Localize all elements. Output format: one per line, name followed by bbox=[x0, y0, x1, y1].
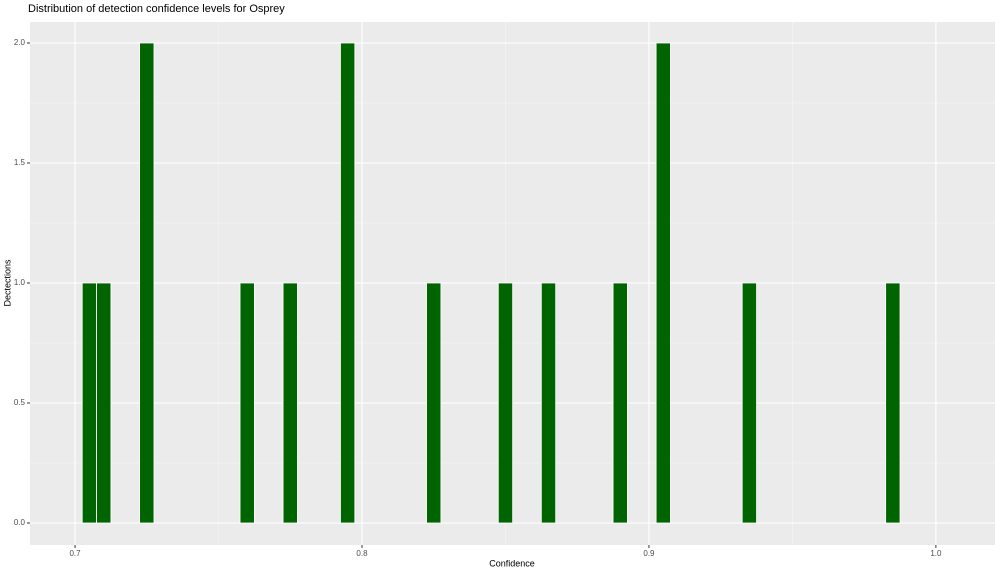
bar bbox=[96, 282, 112, 524]
x-axis-label: Confidence bbox=[489, 558, 535, 568]
x-tick-label: 0.9 bbox=[643, 549, 655, 558]
bar bbox=[139, 42, 155, 524]
bar bbox=[612, 282, 628, 524]
bar bbox=[655, 42, 671, 524]
x-tick-label: 0.7 bbox=[69, 549, 81, 558]
bar bbox=[426, 282, 442, 524]
y-tick-label: 0.5 bbox=[14, 398, 26, 407]
bar bbox=[239, 282, 255, 524]
x-tick-label: 0.8 bbox=[356, 549, 368, 558]
x-tick-label: 1.0 bbox=[930, 549, 942, 558]
y-tick-label: 1.0 bbox=[14, 278, 26, 287]
y-axis-label: Dectections bbox=[2, 259, 12, 307]
y-tick-label: 0.0 bbox=[14, 518, 26, 527]
bar bbox=[741, 282, 757, 524]
y-tick-label: 1.5 bbox=[14, 158, 26, 167]
bar bbox=[540, 282, 557, 524]
bar bbox=[885, 282, 901, 524]
bar bbox=[282, 282, 298, 524]
chart-title: Distribution of detection confidence lev… bbox=[28, 3, 285, 15]
bar bbox=[81, 282, 97, 524]
bar bbox=[497, 282, 514, 524]
bar bbox=[340, 42, 356, 524]
y-tick-label: 2.0 bbox=[14, 38, 26, 47]
